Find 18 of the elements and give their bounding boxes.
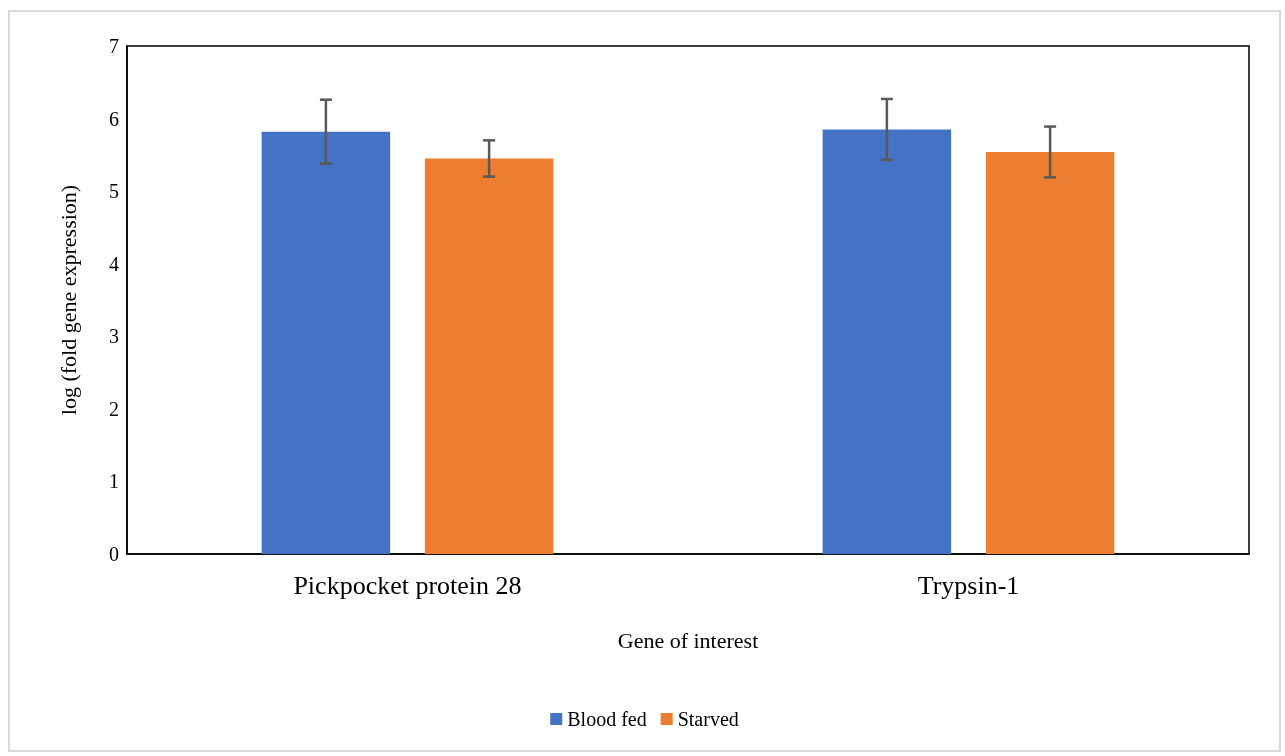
x-tick-label: Pickpocket protein 28: [293, 570, 522, 600]
y-tick-label: 4: [109, 252, 119, 275]
y-tick-label: 2: [109, 397, 119, 420]
bar: [261, 131, 391, 554]
y-tick-label: 6: [109, 107, 119, 130]
y-tick-label: 1: [109, 470, 119, 493]
bar: [985, 151, 1115, 554]
y-axis-title: log (fold gene expression): [55, 184, 81, 416]
x-tick-label: Trypsin-1: [917, 570, 1020, 600]
y-tick-label: 5: [109, 180, 119, 203]
x-axis-title: Gene of interest: [617, 627, 759, 653]
legend-label: Starved: [677, 708, 739, 730]
y-tick-label: 3: [109, 325, 119, 348]
y-tick-label: 0: [109, 543, 119, 565]
bar: [822, 129, 952, 554]
y-tick-label: 7: [109, 35, 119, 57]
bar: [424, 158, 554, 554]
legend-label: Blood fed: [567, 708, 647, 730]
